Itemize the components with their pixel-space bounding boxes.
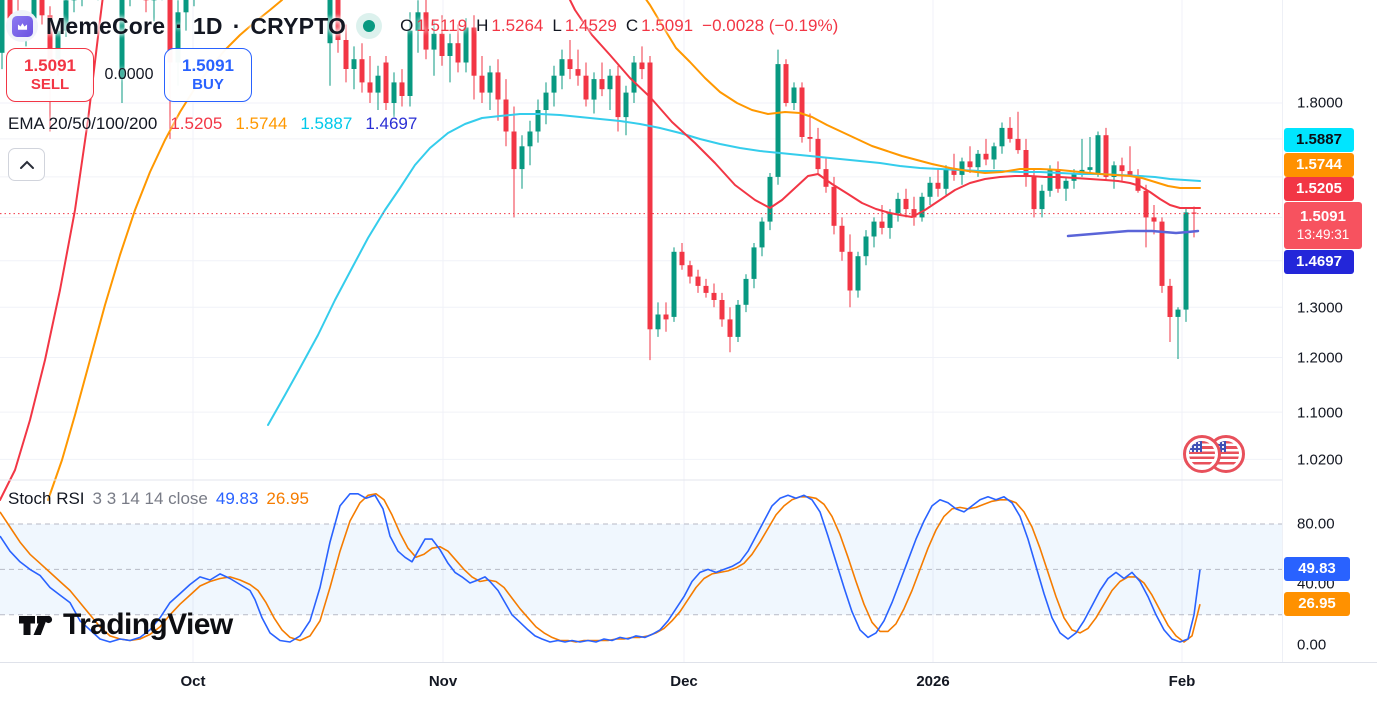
buy-price: 1.5091	[182, 55, 234, 75]
price-axis-label: 80.00	[1297, 515, 1335, 533]
low-label: L	[552, 16, 562, 35]
price-label-badge: 1.5744	[1284, 153, 1354, 177]
open-value: 1.5119	[416, 16, 468, 35]
last-price-badge: 1.5091 13:49:31	[1284, 202, 1362, 249]
buy-button[interactable]: 1.5091 BUY	[164, 48, 252, 102]
ema-indicator-legend[interactable]: EMA 20/50/100/200 1.5205 1.5744 1.5887 1…	[8, 114, 417, 134]
price-axis-label: 1.8000	[1297, 94, 1343, 112]
price-axis-label: 1.2000	[1297, 349, 1343, 367]
memecore-logo-icon	[11, 15, 33, 37]
tradingview-watermark[interactable]: TradingView	[18, 608, 233, 642]
time-axis-label: Oct	[180, 673, 206, 690]
time-axis[interactable]: Oct Nov Dec 2026 Feb	[0, 662, 1377, 706]
change-value: −0.0028 (−0.19%)	[702, 16, 839, 35]
ema50-value: 1.5744	[235, 114, 288, 133]
price-label-badge: 1.4697	[1284, 250, 1354, 274]
time-axis-label: Nov	[428, 673, 458, 690]
close-value: 1.5091	[641, 16, 694, 35]
main-chart-canvas[interactable]	[0, 0, 1282, 662]
interval[interactable]: 1D	[192, 12, 223, 39]
separator: ·	[232, 12, 241, 39]
price-label-badge: 1.5887	[1284, 128, 1354, 152]
sell-price: 1.5091	[24, 55, 76, 75]
ohlc-values: O 1.5119 H 1.5264 L 1.4529 C 1.5091 −0.0…	[400, 16, 838, 36]
tradingview-logo-icon	[19, 615, 53, 635]
high-value: 1.5264	[491, 16, 544, 35]
time-axis-label: Feb	[1168, 673, 1196, 690]
price-axis-label: 1.1000	[1297, 404, 1343, 422]
ema100-value: 1.5887	[300, 114, 353, 133]
sell-button[interactable]: 1.5091 SELL	[6, 48, 94, 102]
time-axis-label: 2026	[916, 673, 950, 690]
ema-indicator-name: EMA 20/50/100/200	[8, 114, 158, 133]
time-axis-label: Dec	[670, 673, 698, 690]
exchange[interactable]: CRYPTO	[250, 12, 347, 39]
spread-value: 0.0000	[104, 66, 154, 83]
trade-panel: 1.5091 SELL 0.0000 1.5091 BUY	[6, 48, 252, 102]
base-currency-flag-icon	[1183, 435, 1221, 473]
ema200-value: 1.4697	[365, 114, 418, 133]
low-value: 1.4529	[564, 16, 617, 35]
stoch-rsi-params: 3 3 14 14 close	[92, 489, 208, 508]
rsi-value-badge: 26.95	[1284, 592, 1350, 616]
stoch-rsi-k-value: 49.83	[215, 489, 259, 508]
symbol-logo-halo	[6, 10, 38, 42]
symbol-legend[interactable]: MemeCore · 1D · CRYPTO O 1.5119 H 1.5264…	[6, 10, 838, 42]
collapse-legend-button[interactable]	[8, 148, 45, 181]
open-label: O	[400, 16, 414, 35]
separator: ·	[175, 12, 183, 39]
market-open-dot-icon[interactable]	[363, 20, 376, 32]
symbol-name[interactable]: MemeCore	[46, 12, 166, 39]
stoch-rsi-d-value: 26.95	[266, 489, 309, 508]
market-status-halo	[356, 13, 383, 39]
rsi-value-badge: 49.83	[1284, 557, 1350, 581]
tradingview-watermark-text: TradingView	[63, 608, 233, 641]
ema20-value: 1.5205	[170, 114, 223, 133]
high-label: H	[476, 16, 489, 35]
buy-label: BUY	[192, 76, 224, 94]
price-axis-label: 0.00	[1297, 636, 1327, 654]
sell-label: SELL	[30, 76, 70, 94]
chevron-up-icon	[19, 160, 34, 169]
price-axis-label: 1.3000	[1297, 299, 1343, 317]
price-axis[interactable]: 1.8000 1.3000 1.2000 1.1000 1.0200 80.00 40.00…	[1282, 0, 1377, 662]
currency-pair-flags	[1183, 435, 1245, 473]
close-label: C	[625, 16, 639, 35]
price-axis-label: 1.0200	[1297, 451, 1343, 469]
stoch-rsi-title: Stoch RSI	[8, 489, 85, 508]
price-label-badge: 1.5205	[1284, 177, 1354, 201]
stoch-rsi-legend[interactable]: Stoch RSI 3 3 14 14 close 49.83 26.95	[8, 489, 309, 509]
